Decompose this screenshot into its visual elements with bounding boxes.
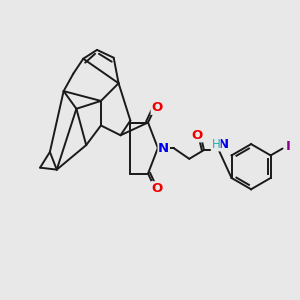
Text: O: O <box>151 182 163 195</box>
Text: I: I <box>286 140 291 153</box>
Text: H: H <box>212 138 220 151</box>
Text: N: N <box>218 138 229 151</box>
Text: O: O <box>151 101 163 114</box>
Text: O: O <box>191 129 203 142</box>
Text: N: N <box>158 142 169 154</box>
